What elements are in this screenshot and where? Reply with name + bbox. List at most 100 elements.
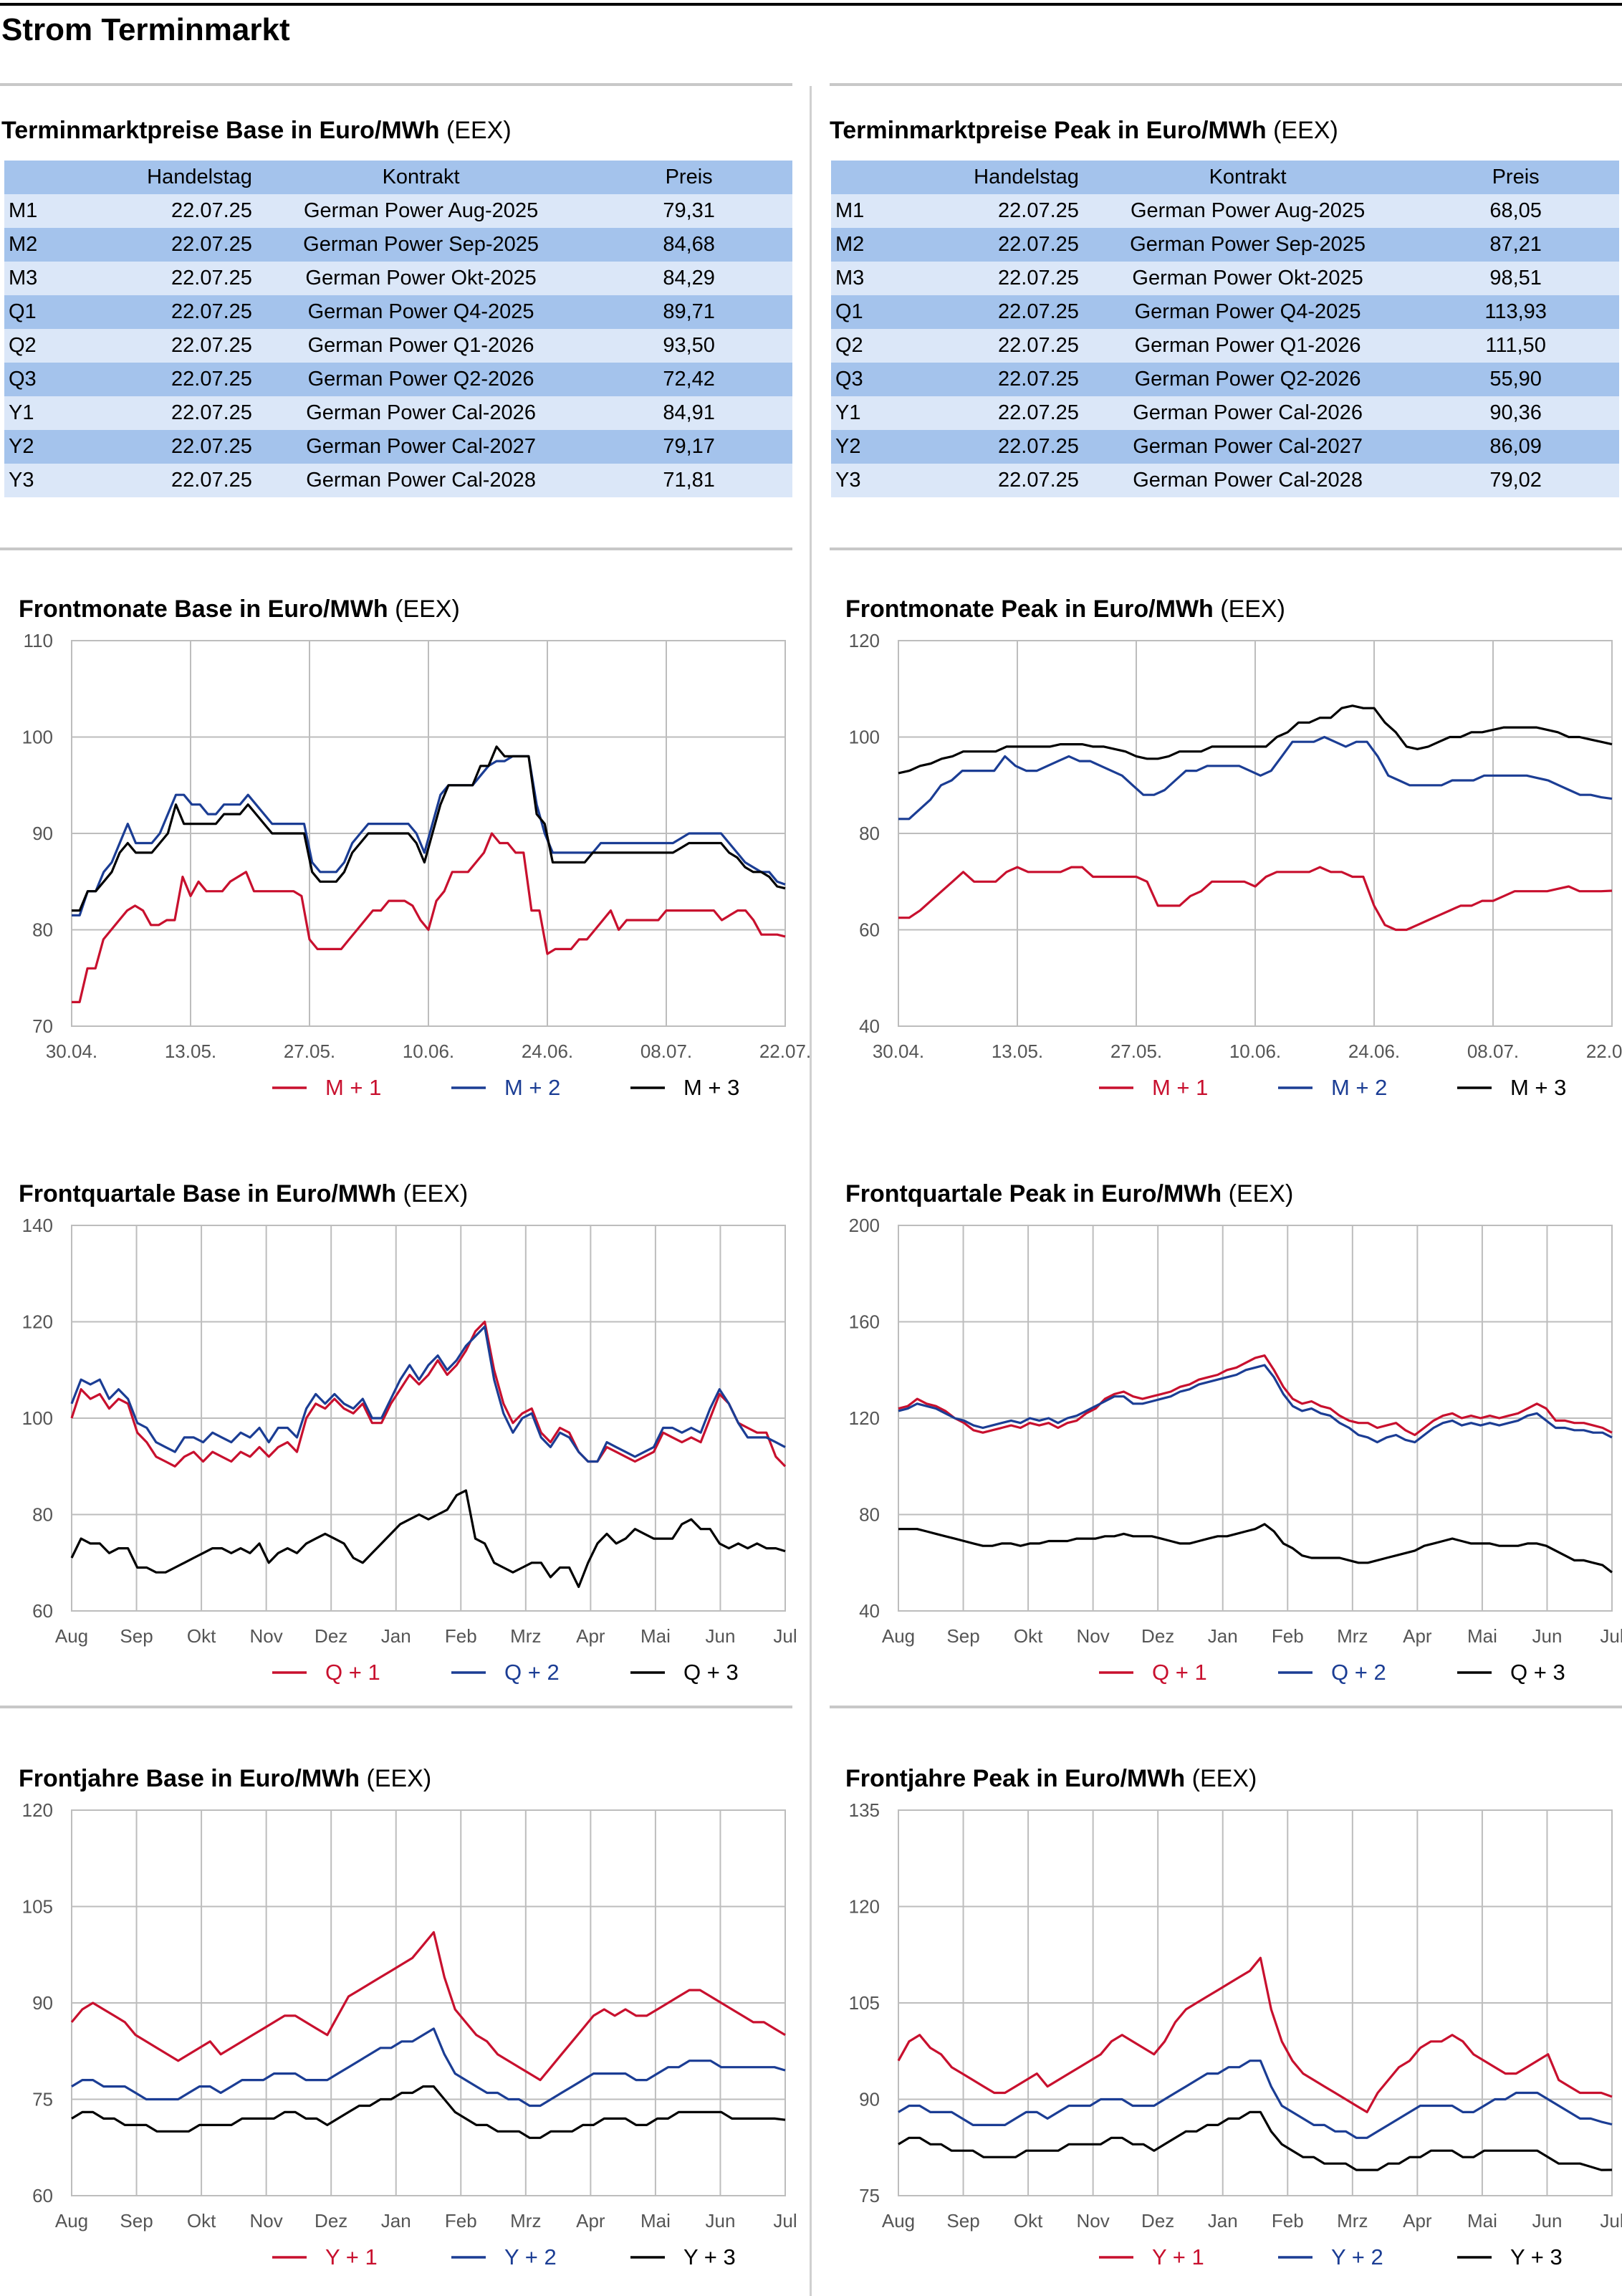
table-cell: 22.07.25 [998,368,1079,391]
table-cell: 22.07.25 [998,267,1079,290]
chart-title: Frontquartale Peak in Euro/MWh (EEX) [845,1180,1294,1207]
table-cell: 68,05 [1489,199,1542,222]
table-cell: 90,36 [1489,401,1542,424]
table-cell: German Power Aug-2025 [303,199,539,222]
frontjahre-peak-chart: 75 90 105 120 135 Aug Sep Okt Nov Dez Jan Feb Mrz Apr… [849,1799,1622,2269]
legend-label: Y + 3 [1510,2244,1563,2269]
peak-price-table: Handelstag Kontrakt Preis M1 22.07.25 German … [831,161,1619,497]
series-line [898,704,1613,775]
x-tick-label: Dez [315,2210,347,2232]
series-line [898,1523,1613,1574]
peak-table-title: Terminmarktpreise Peak in Euro/MWh (EEX) [830,117,1338,144]
legend-label: M + 2 [1331,1075,1387,1100]
y-tick-label: 100 [22,1407,53,1429]
legend-label: Q + 1 [1152,1660,1207,1685]
table-cell: 98,51 [1489,267,1542,290]
table-cell: M2 [835,233,865,256]
x-tick-label: Aug [882,2210,915,2232]
table-cell: German Power Q4-2025 [307,300,534,323]
x-tick-label: Jun [705,1625,735,1647]
x-tick-label: Okt [1014,1625,1043,1647]
column-header [831,161,946,194]
table-row: Y1 22.07.25 German Power Cal-2026 90,36 [831,396,1619,430]
x-tick-label: Nov [250,1625,283,1647]
x-tick-label: Jan [381,1625,411,1647]
series-line [70,1325,786,1463]
series-line [72,745,786,912]
table-row: M2 22.07.25 German Power Sep-2025 87,21 [831,228,1619,262]
x-tick-label: Feb [1272,2210,1304,2232]
section-divider [830,547,1622,550]
table-cell: German Power Q2-2026 [1134,368,1361,391]
table-cell: 22.07.25 [998,469,1079,492]
series-line [898,866,1613,932]
x-tick-label: Nov [250,2210,283,2232]
table-cell: 22.07.25 [171,233,252,256]
x-tick-label: 08.07. [640,1041,692,1062]
column-header: Kontrakt [382,166,460,188]
x-tick-label: Jul [773,1625,797,1647]
table-cell: Y2 [9,435,34,458]
section-divider [0,547,792,550]
x-tick-label: Feb [1272,1625,1304,1647]
series-line [70,1931,786,2082]
table-cell: 84,29 [663,267,715,290]
table-row: Y2 22.07.25 German Power Cal-2027 86,09 [831,430,1619,464]
frontjahre-base-chart: 60 75 90 105 120 Aug Sep Okt Nov Dez Jan Feb Mrz Apr M… [22,1799,797,2269]
table-cell: Y1 [835,401,861,424]
table-cell: Q3 [835,368,863,391]
table-row: M1 22.07.25 German Power Aug-2025 68,05 [831,194,1619,228]
table-cell: Q1 [9,300,37,323]
y-tick-label: 60 [32,2185,53,2206]
y-tick-label: 60 [32,1600,53,1622]
x-tick-label: Jul [1600,1625,1622,1647]
section-divider [0,83,792,86]
table-cell: 84,91 [663,401,715,424]
table-cell: 22.07.25 [171,435,252,458]
y-tick-label: 110 [24,630,53,651]
legend-label: Y + 1 [325,2244,378,2269]
x-tick-label: Jul [773,2210,797,2232]
legend-label: M + 3 [1510,1075,1566,1100]
y-tick-label: 40 [859,1600,880,1622]
table-cell: 93,50 [663,334,715,357]
table-cell: German Power Sep-2025 [303,233,539,256]
frontmonate-base-chart: 70 80 90 100 110 30.04. 13.05. 27.05. 10.06. 24.0… [22,630,812,1100]
table-cell: 22.07.25 [171,401,252,424]
x-tick-label: Feb [445,1625,477,1647]
x-tick-label: Mai [640,1625,671,1647]
frontquartale-peak-chart: 40 80 120 160 200 Aug Sep Okt Nov Dez Jan Feb Mrz Apr… [849,1215,1622,1685]
x-tick-label: Sep [946,2210,979,2232]
legend-label: Q + 3 [1510,1660,1565,1685]
x-tick-label: 22.07. [1586,1041,1622,1062]
legend-label: Q + 1 [325,1660,380,1685]
x-tick-label: Jan [1208,1625,1238,1647]
legend-label: Q + 2 [504,1660,560,1685]
column-header: Handelstag [147,166,252,188]
table-row: M2 22.07.25 German Power Sep-2025 84,68 [4,228,792,262]
y-tick-label: 75 [859,2185,880,2206]
x-tick-label: Apr [1403,1625,1432,1647]
table-cell: 22.07.25 [171,469,252,492]
base-price-table: Handelstag Kontrakt Preis M1 22.07.25 German … [4,161,792,497]
legend-label: Y + 2 [1331,2244,1383,2269]
table-cell: German Power Q2-2026 [307,368,534,391]
y-tick-label: 140 [22,1215,53,1236]
table-cell: 22.07.25 [171,368,252,391]
plot-frame [71,1809,786,2196]
column-header: Handelstag [974,166,1079,188]
x-tick-label: 10.06. [403,1041,454,1062]
x-tick-label: Sep [120,2210,153,2232]
x-tick-label: Jan [1208,2210,1238,2232]
table-cell: German Power Cal-2027 [306,435,536,458]
x-tick-label: Dez [1141,2210,1174,2232]
plot-frame [898,1809,1613,2196]
y-tick-label: 90 [32,1992,53,2014]
y-tick-label: 120 [849,630,880,651]
table-cell: German Power Cal-2027 [1133,435,1363,458]
table-cell: 22.07.25 [171,199,252,222]
series-line [898,735,1613,821]
y-tick-label: 120 [22,1799,53,1821]
y-tick-label: 90 [32,823,53,844]
table-row: Q2 22.07.25 German Power Q1-2026 111,50 [831,329,1619,363]
